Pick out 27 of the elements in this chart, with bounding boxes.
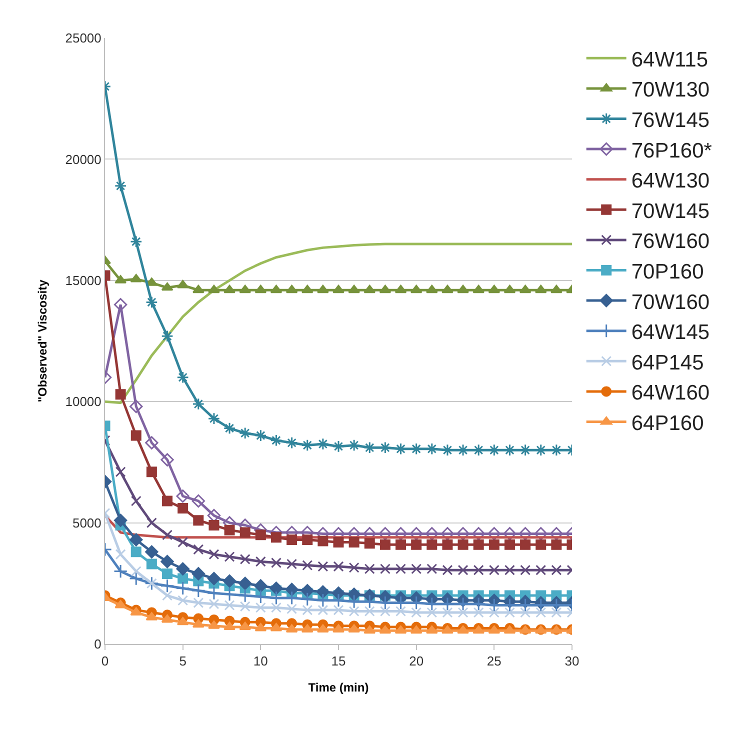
x-tick-label: 25: [486, 654, 502, 669]
x-tick-label: 10: [253, 654, 268, 669]
y-tick-label: 5000: [72, 515, 102, 530]
legend-label: 64W145: [631, 321, 710, 344]
x-axis-title: Time (min): [308, 680, 369, 694]
x-tick-label: 30: [564, 654, 580, 669]
y-tick-label: 10000: [65, 394, 102, 410]
legend-label: 64W130: [631, 170, 710, 193]
legend-label: 64W115: [631, 48, 708, 72]
legend-label: 64P160: [631, 412, 704, 435]
x-tick-label: 20: [409, 654, 424, 669]
legend-label: 76P160*: [631, 139, 712, 162]
y-tick-label: 0: [94, 636, 102, 652]
y-axis-title: "Observed" Viscosity: [36, 279, 50, 402]
legend-label: 64P145: [631, 351, 704, 374]
x-tick-label: 5: [179, 654, 186, 669]
legend-label: 70W160: [631, 290, 710, 314]
legend-label: 76W145: [631, 108, 710, 132]
y-tick-label: 20000: [65, 152, 102, 167]
x-tick-label: 15: [331, 654, 346, 669]
y-tick-label: 25000: [65, 30, 102, 46]
legend-label: 70W130: [631, 78, 710, 102]
y-tick-label: 15000: [65, 272, 102, 288]
legend-label: 70P160: [631, 260, 704, 284]
legend-label: 76W160: [631, 230, 710, 254]
legend-label: 64W160: [631, 382, 710, 405]
legend-label: 70W145: [631, 200, 710, 223]
